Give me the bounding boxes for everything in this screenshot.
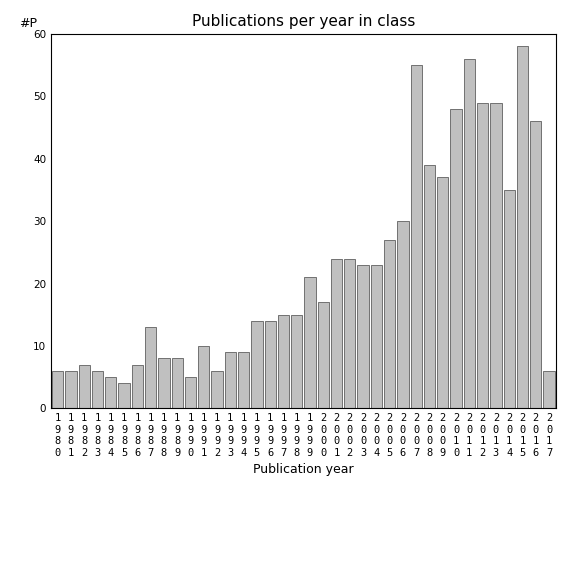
Bar [225,352,236,408]
Bar [79,365,90,408]
Bar [411,65,422,408]
Bar [291,315,302,408]
Bar [172,358,183,408]
Bar [490,103,502,408]
Bar [251,321,263,408]
Bar [132,365,143,408]
Bar [158,358,170,408]
Bar [371,265,382,408]
Bar [424,165,435,408]
Bar [331,259,342,408]
Bar [185,377,196,408]
Bar [530,121,541,408]
Bar [517,46,528,408]
Bar [119,383,130,408]
Bar [464,59,475,408]
Bar [238,352,249,408]
Bar [357,265,369,408]
Title: Publications per year in class: Publications per year in class [192,14,415,29]
Bar [477,103,488,408]
Bar [450,109,462,408]
Bar [543,371,555,408]
Bar [145,327,156,408]
Bar [105,377,116,408]
Bar [503,190,515,408]
Bar [344,259,356,408]
Bar [211,371,223,408]
Bar [304,277,316,408]
Bar [264,321,276,408]
Bar [92,371,103,408]
Bar [397,221,409,408]
Y-axis label: #P: #P [19,17,37,30]
Bar [437,177,448,408]
Bar [278,315,289,408]
X-axis label: Publication year: Publication year [253,463,354,476]
Bar [198,346,209,408]
Bar [318,302,329,408]
Bar [52,371,64,408]
Bar [384,240,395,408]
Bar [65,371,77,408]
